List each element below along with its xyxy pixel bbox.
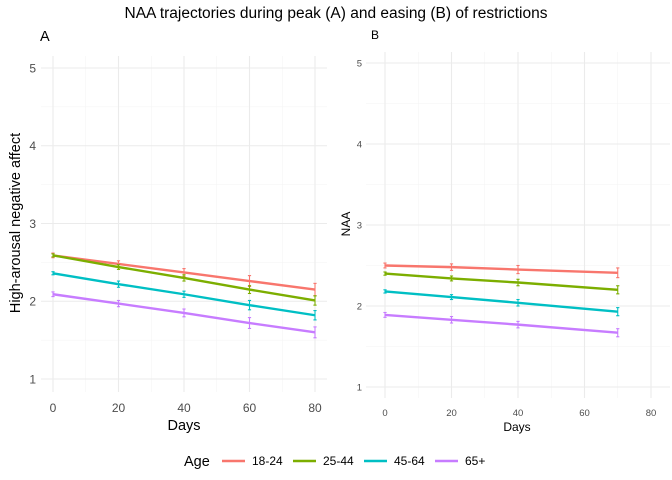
legend-label-18-24: 18-24 bbox=[252, 454, 283, 468]
panel-b-errorbar-18-24 bbox=[616, 267, 620, 279]
panel-a-series-45-64 bbox=[51, 271, 317, 321]
panel-a-errorbar-65-plus bbox=[313, 326, 317, 339]
panel-a-x-tick-label: 0 bbox=[50, 401, 57, 415]
panel-b-y-tick-label: 4 bbox=[357, 139, 362, 150]
panel-b-y-tick-label: 3 bbox=[357, 220, 362, 231]
legend-label-25-44: 25-44 bbox=[323, 454, 354, 468]
legend-item-18-24: 18-24 bbox=[222, 454, 283, 468]
panel-a-errorbar-25-44 bbox=[313, 295, 317, 306]
panel-b-x-tick-label: 0 bbox=[382, 408, 387, 419]
panel-a-y-tick-labels: 1 2 3 4 5 bbox=[29, 61, 36, 386]
panel-a-series-25-44 bbox=[51, 253, 317, 306]
panel-a-gridlines bbox=[41, 56, 327, 392]
panel-b-errorbar-25-44 bbox=[383, 271, 387, 276]
panel-b-series-25-44 bbox=[383, 271, 620, 295]
panel-a-errorbar-25-44 bbox=[51, 253, 55, 258]
panel-b-errorbar-25-44 bbox=[616, 285, 620, 295]
panel-a-errorbar-65-plus bbox=[182, 308, 186, 318]
panel-b-errorbar-18-24 bbox=[383, 262, 387, 269]
panel-b-x-tick-label: 40 bbox=[513, 408, 524, 419]
panel-b-label: B bbox=[371, 28, 379, 42]
panel-b-series-18-24 bbox=[383, 262, 620, 279]
panel-a-y-tick-label: 1 bbox=[29, 372, 36, 386]
panel-a-series bbox=[51, 252, 317, 339]
panel-b-line-45-64 bbox=[384, 290, 618, 313]
panel-a-x-axis-title: Days bbox=[167, 418, 200, 434]
panel-a-label: A bbox=[40, 29, 50, 45]
panel-b-y-tick-label: 5 bbox=[357, 58, 362, 69]
figure-title: NAA trajectories during peak (A) and eas… bbox=[125, 5, 548, 22]
legend-item-65-plus: 65+ bbox=[435, 454, 485, 468]
legend-label-45-64: 45-64 bbox=[394, 454, 425, 468]
legend: Age 18-24 25-44 45-64 65+ bbox=[184, 454, 485, 470]
panel-a-y-tick-label: 5 bbox=[29, 61, 36, 75]
panel-a-errorbar-45-64 bbox=[247, 299, 252, 311]
panel-b: B 1 2 3 4 5 0 20 40 60 80 Days NAA bbox=[339, 28, 670, 434]
panel-a-errorbar-65-plus bbox=[51, 291, 55, 298]
legend-label-65-plus: 65+ bbox=[465, 454, 485, 468]
panel-b-errorbar-45-64 bbox=[383, 289, 387, 294]
panel-a-errorbar-45-64 bbox=[116, 280, 121, 288]
panel-b-x-tick-label: 20 bbox=[446, 408, 457, 419]
panel-b-y-tick-label: 1 bbox=[357, 382, 362, 393]
panel-a-errorbar-25-44 bbox=[116, 264, 121, 270]
panel-a-y-tick-label: 3 bbox=[29, 217, 36, 231]
panel-b-errorbar-45-64 bbox=[516, 298, 520, 307]
panel-b-y-tick-label: 2 bbox=[357, 301, 362, 312]
panel-b-x-tick-label: 80 bbox=[646, 408, 657, 419]
panel-a-x-tick-label: 20 bbox=[112, 401, 126, 415]
panel-b-errorbar-45-64 bbox=[616, 307, 620, 317]
panel-b-y-tick-labels: 1 2 3 4 5 bbox=[357, 58, 362, 393]
panel-b-series bbox=[383, 262, 620, 338]
panel-a-errorbar-25-44 bbox=[182, 274, 186, 282]
panel-b-series-45-64 bbox=[383, 289, 620, 317]
panel-b-x-tick-label: 60 bbox=[579, 408, 590, 419]
panel-b-line-18-24 bbox=[384, 264, 618, 274]
panel-b-x-axis-title: Days bbox=[503, 420, 530, 434]
panel-b-series-65-plus bbox=[383, 311, 620, 338]
panel-a-errorbar-25-44 bbox=[247, 285, 252, 295]
legend-item-25-44: 25-44 bbox=[293, 454, 354, 468]
panel-a-x-tick-label: 40 bbox=[177, 401, 191, 415]
panel-b-errorbar-65-plus bbox=[383, 311, 387, 318]
panel-a: A 1 2 3 4 5 0 20 40 60 80 Days High-arousal nega… bbox=[8, 29, 327, 434]
panel-b-errorbar-45-64 bbox=[449, 294, 454, 301]
panel-a-errorbar-45-64 bbox=[182, 290, 186, 298]
panel-b-errorbar-65-plus bbox=[516, 320, 520, 329]
panel-b-gridlines bbox=[366, 52, 670, 398]
panel-a-y-tick-label: 4 bbox=[29, 139, 36, 153]
panel-b-errorbar-18-24 bbox=[449, 263, 454, 271]
panel-b-errorbar-18-24 bbox=[516, 264, 520, 275]
panel-a-y-tick-label: 2 bbox=[29, 295, 36, 309]
panel-a-y-axis-title: High-arousal negative affect bbox=[8, 133, 24, 313]
panel-b-errorbar-65-plus bbox=[449, 315, 454, 324]
panel-b-y-axis-title: NAA bbox=[339, 212, 353, 237]
panel-b-errorbar-65-plus bbox=[616, 328, 620, 338]
panel-b-x-tick-labels: 0 20 40 60 80 bbox=[382, 408, 656, 419]
panel-a-errorbar-65-plus bbox=[247, 317, 252, 330]
panel-a-series-65-plus bbox=[51, 291, 317, 339]
panel-a-errorbar-45-64 bbox=[51, 271, 55, 276]
panel-b-errorbar-25-44 bbox=[516, 278, 520, 287]
panel-a-errorbar-65-plus bbox=[116, 299, 121, 308]
panel-b-line-25-44 bbox=[384, 272, 618, 291]
panel-a-x-tick-labels: 0 20 40 60 80 bbox=[50, 401, 322, 415]
panel-b-errorbar-25-44 bbox=[449, 275, 454, 282]
panel-a-x-tick-label: 80 bbox=[308, 401, 322, 415]
legend-title: Age bbox=[184, 454, 210, 470]
legend-item-45-64: 45-64 bbox=[364, 454, 425, 468]
panel-b-line-65-plus bbox=[384, 313, 618, 334]
panel-a-errorbar-45-64 bbox=[313, 310, 317, 321]
panel-a-x-tick-label: 60 bbox=[243, 401, 257, 415]
